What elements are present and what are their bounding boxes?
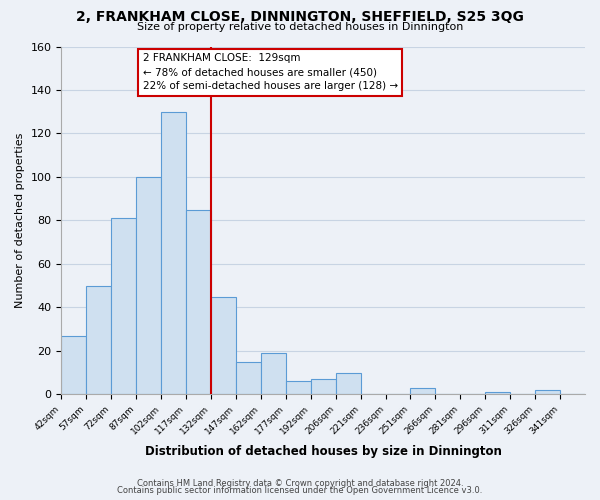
X-axis label: Distribution of detached houses by size in Dinnington: Distribution of detached houses by size … <box>145 444 502 458</box>
Bar <box>161 112 186 395</box>
Bar <box>61 336 86 394</box>
Bar <box>335 372 361 394</box>
Bar <box>211 296 236 394</box>
Bar <box>311 379 335 394</box>
Bar <box>236 362 261 394</box>
Bar <box>136 177 161 394</box>
Bar <box>535 390 560 394</box>
Bar <box>86 286 111 395</box>
Bar <box>286 382 311 394</box>
Bar <box>485 392 510 394</box>
Text: 2 FRANKHAM CLOSE:  129sqm
← 78% of detached houses are smaller (450)
22% of semi: 2 FRANKHAM CLOSE: 129sqm ← 78% of detach… <box>143 54 398 92</box>
Text: Contains HM Land Registry data © Crown copyright and database right 2024.: Contains HM Land Registry data © Crown c… <box>137 478 463 488</box>
Bar <box>261 353 286 395</box>
Text: Contains public sector information licensed under the Open Government Licence v3: Contains public sector information licen… <box>118 486 482 495</box>
Bar <box>111 218 136 394</box>
Y-axis label: Number of detached properties: Number of detached properties <box>15 132 25 308</box>
Text: 2, FRANKHAM CLOSE, DINNINGTON, SHEFFIELD, S25 3QG: 2, FRANKHAM CLOSE, DINNINGTON, SHEFFIELD… <box>76 10 524 24</box>
Text: Size of property relative to detached houses in Dinnington: Size of property relative to detached ho… <box>137 22 463 32</box>
Bar <box>186 210 211 394</box>
Bar <box>410 388 436 394</box>
